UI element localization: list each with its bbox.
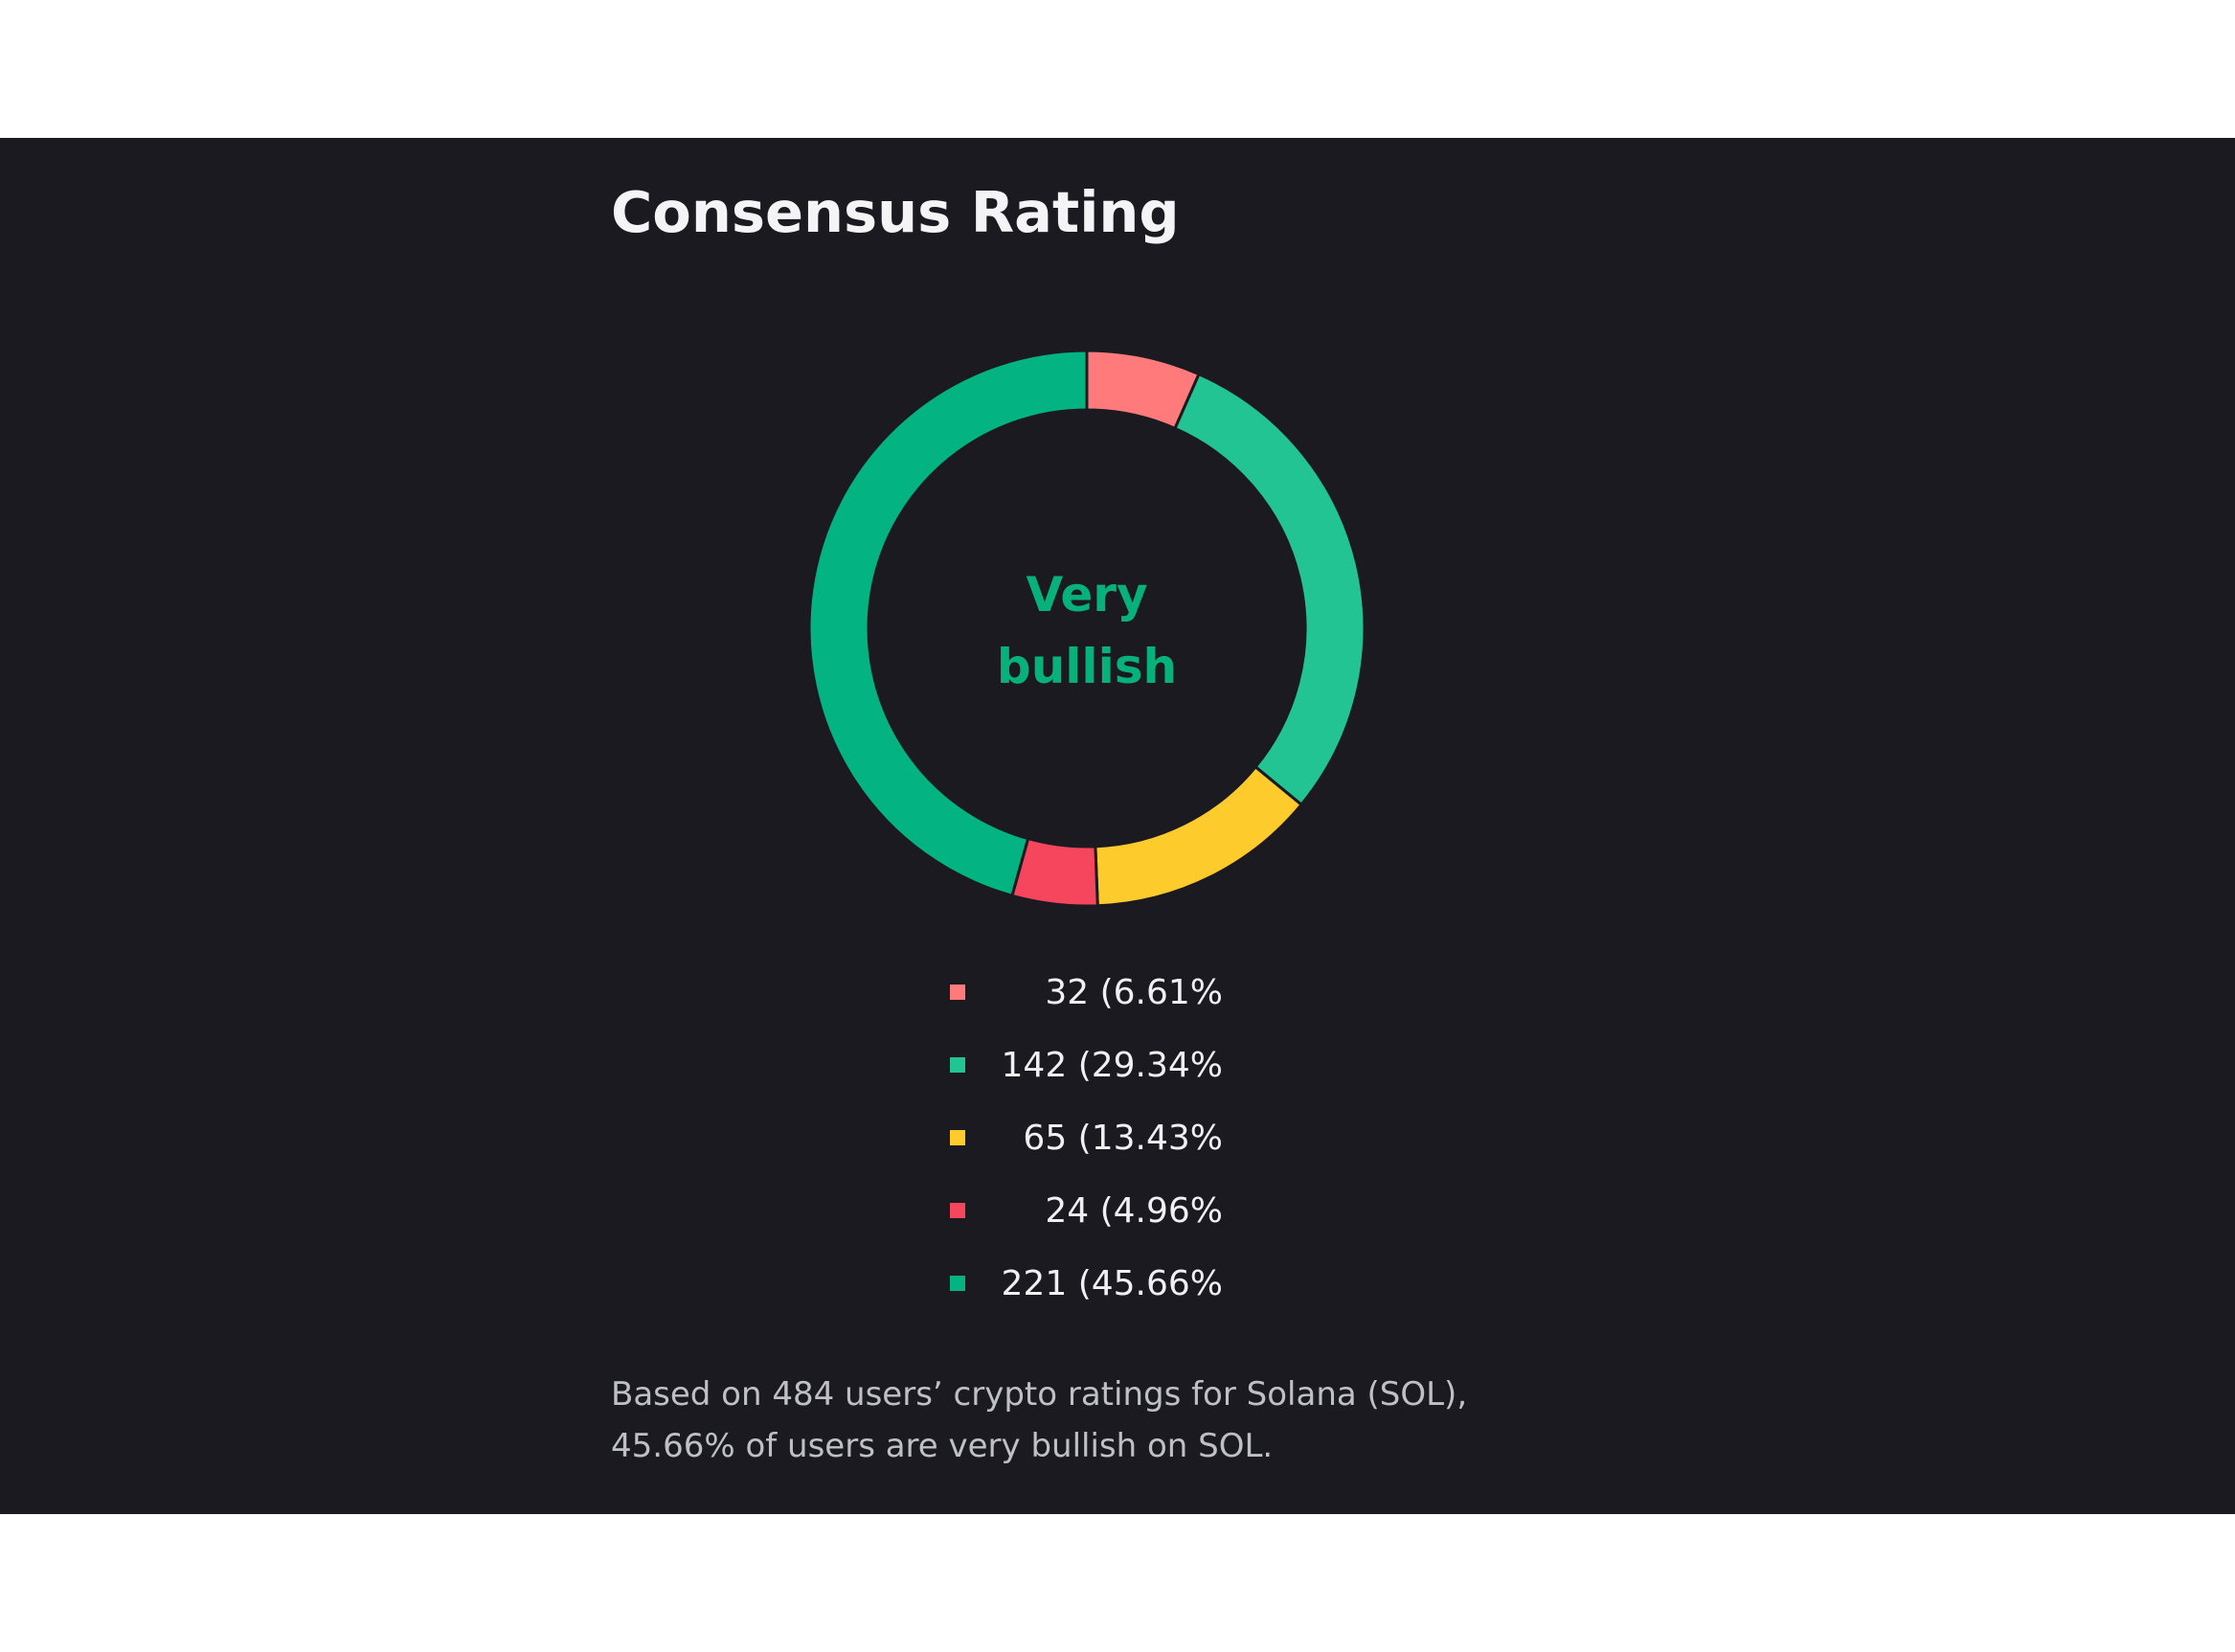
summary-line-2: 45.66% of users are very bullish on SOL.	[611, 1427, 1274, 1465]
legend-swatch	[950, 984, 965, 1000]
legend-item: 221 (45.66%	[943, 1253, 1230, 1325]
consensus-rating-panel: Consensus Rating Very bullish 32 (6.61% …	[0, 138, 2235, 1514]
summary-line-1: Based on 484 users’ crypto ratings for S…	[611, 1375, 1468, 1414]
center-rating-label: Very bullish	[895, 559, 1278, 703]
donut-slice-3	[1094, 764, 1304, 908]
chart-title: Consensus Rating	[611, 179, 1180, 245]
legend-label: 65 (13.43%	[1023, 1119, 1223, 1158]
legend-swatch	[950, 1057, 965, 1073]
donut-slice-5	[807, 349, 1089, 898]
rating-summary-text: Based on 484 users’ crypto ratings for S…	[611, 1369, 1664, 1472]
donut-chart	[807, 349, 1366, 908]
legend-item: 142 (29.34%	[943, 1034, 1230, 1107]
legend-label: 24 (4.96%	[1045, 1191, 1223, 1231]
center-label-line-2: bullish	[996, 639, 1178, 694]
legend-label: 221 (45.66%	[1001, 1264, 1223, 1303]
legend-item: 24 (4.96%	[943, 1180, 1230, 1253]
legend-item: 65 (13.43%	[943, 1107, 1230, 1180]
legend: 32 (6.61% 142 (29.34% 65 (13.43% 24 (4.9…	[943, 962, 1230, 1325]
legend-label: 32 (6.61%	[1045, 973, 1223, 1012]
legend-item: 32 (6.61%	[943, 962, 1230, 1034]
legend-swatch	[950, 1130, 965, 1145]
legend-label: 142 (29.34%	[1001, 1046, 1223, 1085]
legend-swatch	[950, 1203, 965, 1218]
legend-swatch	[950, 1276, 965, 1291]
center-label-line-1: Very	[1026, 567, 1148, 622]
